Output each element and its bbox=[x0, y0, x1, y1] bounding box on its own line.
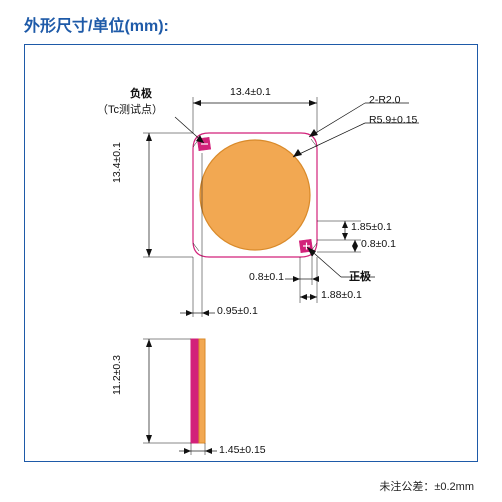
side-body bbox=[199, 339, 205, 443]
tolerance-note: 未注公差：±0.2mm bbox=[379, 478, 474, 494]
dim-br-gap-x: 1.88±0.1 bbox=[321, 289, 362, 301]
dim-corner-r: 2-R2.0 bbox=[369, 94, 401, 106]
dim-emitter-r: R5.9±0.15 bbox=[369, 114, 417, 126]
dim-tl-gap-x: 0.95±0.1 bbox=[217, 305, 258, 317]
side-view-svg bbox=[25, 331, 479, 459]
dim-br-gap-y: 1.85±0.1 bbox=[351, 221, 392, 233]
dim-side-height: 11.2±0.3 bbox=[111, 355, 123, 395]
cathode-sub: （Tc测试点） bbox=[97, 101, 163, 117]
dim-height: 13.4±0.1 bbox=[111, 142, 123, 183]
cathode-title: 负极 bbox=[130, 85, 152, 101]
drawing-frame: 13.4±0.1 13.4±0.1 负极 （Tc测试点） 2-R2.0 R5.9… bbox=[24, 44, 478, 462]
dim-pad-h: 0.8±0.1 bbox=[361, 238, 396, 250]
dim-width: 13.4±0.1 bbox=[230, 86, 271, 98]
anode-title: 正极 bbox=[349, 268, 371, 284]
page-title: 外形尺寸/单位(mm): bbox=[0, 0, 502, 44]
side-board bbox=[191, 339, 199, 443]
dim-side-thickness: 1.45±0.15 bbox=[219, 444, 266, 456]
dim-pad-w: 0.8±0.1 bbox=[249, 271, 284, 283]
